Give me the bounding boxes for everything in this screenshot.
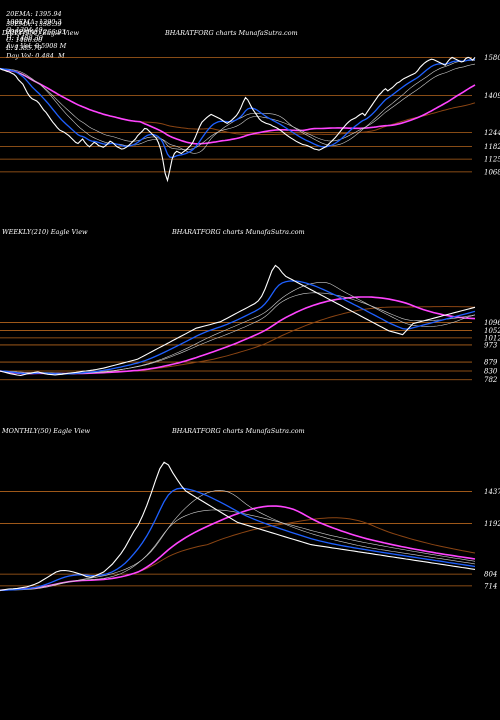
header-close: C: 1406.00: [6, 36, 43, 44]
price-line: [0, 461, 476, 591]
ema30-line-2: [0, 60, 476, 154]
monthly-panel-title: MONTHLY(50) Eagle View: [2, 427, 91, 435]
level-label: 879: [484, 359, 498, 367]
header-200ema: 200EMA: 1266.93: [6, 28, 66, 36]
ema30-line: [0, 509, 476, 591]
daily-panel-symbol: BHARATFORG charts MunafaSutra.com: [165, 29, 298, 37]
monthly-chart: 1437 1192 804 714: [0, 461, 500, 592]
daily-panel-title: DAILY(250) Eagle View: [2, 29, 80, 37]
ema20-line: [0, 280, 476, 375]
level-label: 1409: [484, 92, 500, 100]
level-label: 1012: [484, 334, 500, 342]
daily-chart: 1580 1409 1244 1182 1125 1068: [0, 54, 500, 183]
level-label: 782: [484, 376, 498, 384]
weekly-panel-title: WEEKLY(210) Eagle View: [2, 228, 88, 236]
header-30ema: 30EMA: 1338.39: [6, 20, 62, 28]
level-label: 1580: [484, 54, 500, 62]
header-open: O: 1394.40: [6, 26, 43, 34]
monthly-panel-symbol: BHARATFORG charts MunafaSutra.com: [172, 427, 305, 435]
price-line: [0, 264, 476, 377]
ema100-line: [0, 505, 476, 592]
ema20-line: [0, 487, 476, 591]
level-label: 1182: [484, 143, 500, 151]
header-avg-vol: Avg Vol: 0.5908 M: [6, 42, 67, 50]
header-20ema: 20EMA: 1395.94: [6, 10, 62, 18]
ema100-line: [0, 67, 476, 145]
ema30-line: [0, 63, 476, 150]
level-label: 1125: [484, 156, 500, 164]
header-day-vol: Day Vol: 0.484 M: [6, 52, 65, 60]
header-low: L: 1385.70: [6, 44, 42, 52]
ema200-line: [0, 306, 476, 375]
level-label: 1068: [484, 168, 500, 176]
weekly-panel-symbol: BHARATFORG charts MunafaSutra.com: [172, 228, 305, 236]
level-label: 973: [484, 341, 498, 349]
header-row-2: 30EMA: 1338.39 200EMA: 1266.93 C: 1406.0…: [2, 12, 72, 60]
level-label: 1192: [484, 520, 500, 528]
level-label: 1052: [484, 327, 500, 335]
header-row-1: 20EMA: 1395.94 100EMA: 1290.3 O: 1394.40…: [2, 2, 72, 50]
level-label: 1096: [484, 319, 500, 327]
price-line: [0, 56, 476, 183]
ema30-line-2: [0, 490, 476, 591]
ema20-line: [0, 58, 476, 159]
level-label: 714: [484, 582, 497, 590]
header-100ema: 100EMA: 1290.3: [6, 18, 62, 26]
ema200-line: [0, 517, 476, 591]
header-high: H: 1408.30: [6, 34, 43, 42]
level-label: 1244: [484, 129, 500, 137]
level-label: 830: [484, 367, 498, 375]
level-label: 1437: [484, 488, 500, 496]
level-label: 804: [484, 571, 497, 579]
